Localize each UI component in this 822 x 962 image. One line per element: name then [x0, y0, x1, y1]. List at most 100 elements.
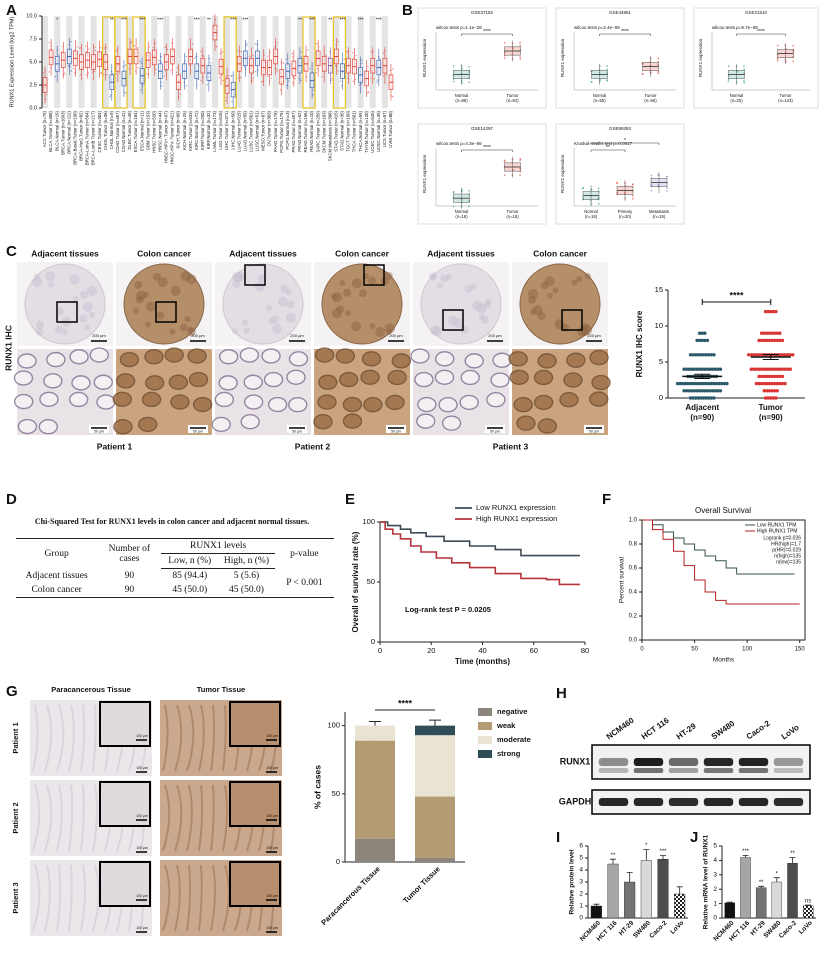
point	[91, 71, 93, 73]
significance: ****	[729, 290, 744, 300]
dot	[759, 331, 764, 335]
legend-swatch	[478, 708, 492, 716]
tissue-texture	[145, 301, 156, 312]
tissue-texture	[13, 370, 34, 386]
point	[291, 53, 294, 55]
x-tick-label: Adjacent	[685, 403, 719, 412]
x-tick-label: Tumor	[780, 93, 793, 98]
dot	[762, 367, 766, 371]
tissue-texture	[576, 276, 583, 283]
dot	[763, 396, 768, 400]
point	[270, 77, 273, 79]
point	[214, 18, 217, 21]
point	[94, 46, 96, 48]
table-cell: 90	[124, 570, 135, 581]
x-tick-label: SKCM.Metastasis (n=368)	[327, 110, 332, 161]
tissue-texture	[84, 324, 91, 331]
point	[164, 46, 167, 49]
x-tick-label: LIHC.Tumor (n=371)	[224, 110, 229, 150]
dot	[695, 367, 699, 371]
tissue-texture	[286, 300, 295, 309]
tissue-texture	[34, 273, 41, 280]
y-tick-label: 0.6	[629, 566, 638, 572]
dot	[720, 381, 724, 386]
tissue-texture	[56, 864, 62, 932]
tissue-texture	[367, 276, 376, 285]
n-label: (n=18)	[585, 214, 598, 219]
tissue-texture	[44, 784, 53, 852]
scale-label: 50 μm	[589, 429, 599, 433]
dot	[772, 374, 777, 379]
blot-band	[598, 798, 629, 806]
significance: ****	[483, 145, 491, 151]
x-tick-label: LUSC.Normal (n=51)	[255, 110, 260, 151]
column-label: Paracancerous Tissue	[51, 685, 131, 694]
tissue-texture	[277, 296, 288, 307]
point	[54, 75, 57, 78]
scale-label: 100 μm	[136, 894, 148, 898]
significance: ****	[621, 29, 629, 35]
dot	[778, 338, 782, 343]
point	[262, 80, 264, 82]
point	[503, 57, 506, 60]
point	[317, 46, 320, 48]
dot	[694, 353, 698, 357]
dot	[682, 367, 686, 371]
point	[183, 81, 186, 84]
x-tick-label: 60	[530, 646, 538, 655]
tissue-texture	[391, 353, 412, 369]
dot	[765, 381, 769, 386]
x-tick-label: BRCA-Her2.Tumor (n=82)	[79, 110, 84, 160]
panel-label: J	[690, 829, 698, 846]
y-axis-label: RUNX1 expression	[422, 38, 427, 77]
y-tick-label: 0.8	[629, 542, 638, 548]
blot-band	[668, 758, 699, 766]
point	[49, 67, 52, 69]
point	[311, 64, 313, 67]
point	[298, 77, 300, 80]
tissue-texture	[32, 704, 39, 772]
scale-label: 100 μm	[266, 926, 278, 930]
point	[641, 73, 644, 76]
tissue-texture	[210, 784, 215, 852]
point	[468, 65, 470, 68]
dot	[771, 309, 776, 314]
survival-curve	[642, 519, 795, 575]
point	[267, 55, 269, 57]
tissue-texture	[133, 307, 140, 314]
chi-square-table: Group Number of cases RUNX1 levels p-value …	[16, 538, 334, 598]
dot	[769, 396, 773, 400]
dot	[762, 374, 766, 379]
point	[254, 43, 257, 45]
subplot-title: GSE44861	[609, 10, 632, 15]
point	[215, 45, 218, 48]
panel-label: G	[6, 683, 18, 700]
point	[73, 72, 76, 74]
tissue-texture	[261, 348, 281, 364]
tissue-texture	[509, 369, 529, 385]
point	[219, 52, 221, 55]
tissue-texture	[162, 864, 171, 932]
dot	[704, 381, 708, 386]
significance: **	[611, 853, 616, 859]
point	[244, 68, 247, 70]
chart-title: Overall Survival	[695, 506, 751, 515]
point	[743, 65, 745, 67]
subplot-title: GSE37182	[471, 10, 494, 15]
y-tick-label: 0	[336, 857, 340, 866]
tissue-texture	[187, 327, 196, 336]
significance: ****	[757, 29, 765, 35]
dot	[791, 353, 795, 357]
bracket	[461, 33, 513, 36]
table-header: Group	[16, 538, 98, 569]
tissue-texture	[318, 374, 338, 390]
point	[306, 49, 309, 51]
tissue-texture	[198, 784, 204, 852]
dot	[703, 389, 707, 393]
point	[85, 51, 87, 53]
tissue-texture	[44, 271, 55, 282]
tissue-texture	[144, 349, 164, 365]
tissue-texture	[363, 397, 383, 413]
tissue-texture	[385, 394, 405, 411]
subplot-frame	[417, 7, 547, 109]
